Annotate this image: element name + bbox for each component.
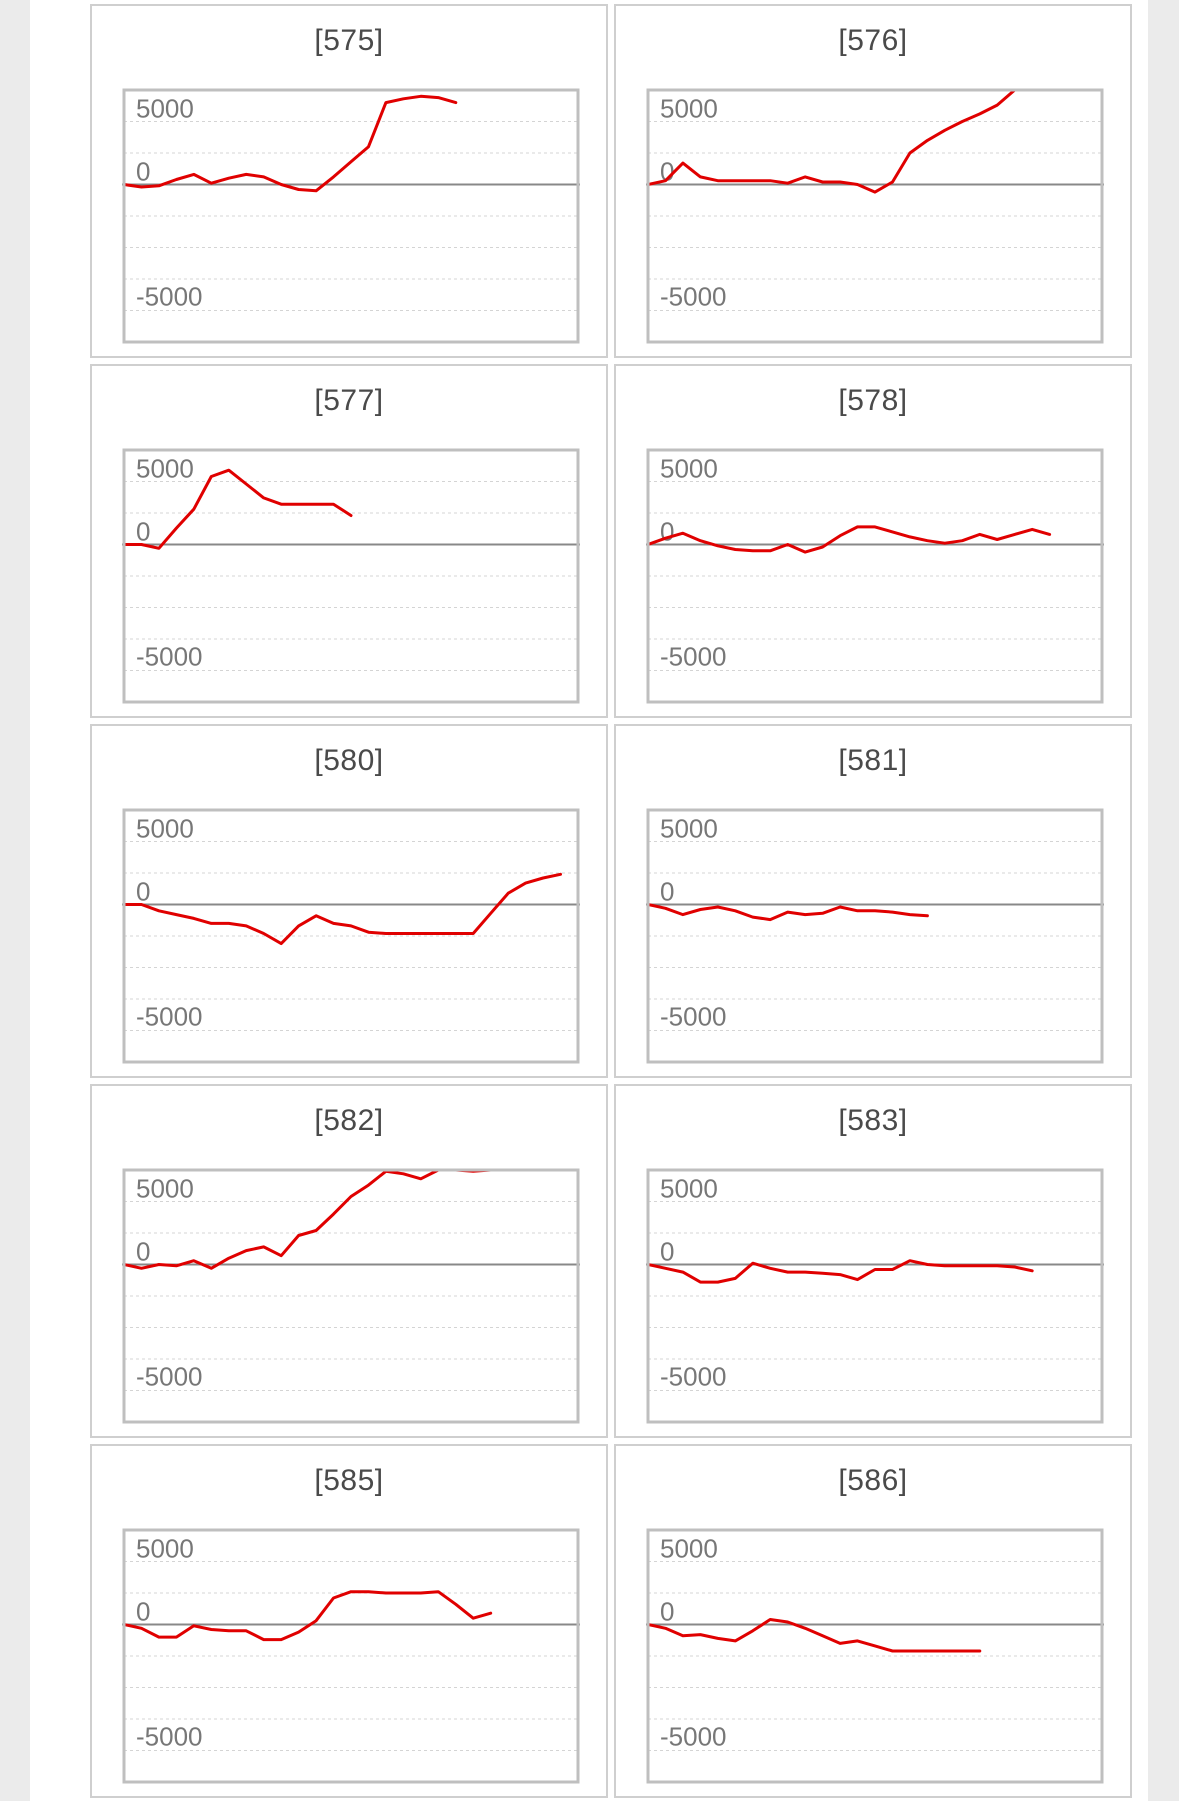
line-chart-svg: 5000 0 -5000 (122, 808, 580, 1064)
y-tick-label: 0 (136, 157, 150, 187)
y-tick-label: -5000 (660, 642, 727, 672)
chart-panel: [586] 5000 0 -5000 (614, 1444, 1132, 1798)
plot-frame (122, 1528, 580, 1784)
series-line (648, 525, 1052, 554)
chart-panel: [582] 5000 0 -5000 (90, 1084, 608, 1438)
series-line (124, 1590, 493, 1642)
series-line (648, 1259, 1034, 1284)
series-line (124, 1170, 578, 1270)
y-tick-label: -5000 (136, 1002, 203, 1032)
y-tick-label: 5000 (136, 454, 194, 484)
line-chart-svg: 5000 0 -5000 (122, 1168, 580, 1424)
line-chart-svg: 5000 0 -5000 (646, 1528, 1104, 1784)
y-tick-label: 0 (136, 517, 150, 547)
chart-panel: [576] 5000 0 -5000 (614, 4, 1132, 358)
y-tick-label: 5000 (660, 94, 718, 124)
y-tick-label: 0 (660, 157, 674, 187)
plot-frame (646, 88, 1104, 344)
line-chart-svg: 5000 0 -5000 (646, 448, 1104, 704)
y-tick-label: 0 (136, 1597, 150, 1627)
chart-title: [586] (838, 1464, 908, 1497)
line-chart-svg: 5000 0 -5000 (122, 88, 580, 344)
series-line (648, 1618, 982, 1653)
y-tick-label: 0 (136, 1237, 150, 1267)
y-tick-label: 5000 (136, 1174, 194, 1204)
plot-frame (646, 1168, 1104, 1424)
y-tick-label: -5000 (136, 1722, 203, 1752)
series-line (648, 903, 929, 922)
plot-frame (646, 448, 1104, 704)
line-chart-svg: 5000 0 -5000 (646, 808, 1104, 1064)
y-tick-label: -5000 (660, 1362, 727, 1392)
chart-panel: [577] 5000 0 -5000 (90, 364, 608, 718)
chart-title: [575] (314, 24, 384, 57)
chart-title: [580] (314, 744, 384, 777)
page-background: [575] 5000 0 -5000 [576] 5000 0 -5000 [577] 5000 0… (30, 0, 1148, 1801)
line-chart-svg: 5000 0 -5000 (122, 448, 580, 704)
chart-panel: [581] 5000 0 -5000 (614, 724, 1132, 1078)
chart-title: [581] (838, 744, 908, 777)
y-tick-label: 5000 (660, 1534, 718, 1564)
y-tick-label: 0 (660, 517, 674, 547)
plot-frame (122, 448, 580, 704)
chart-title: [583] (838, 1104, 908, 1137)
line-chart-svg: 5000 0 -5000 (646, 1168, 1104, 1424)
chart-panel: [575] 5000 0 -5000 (90, 4, 608, 358)
chart-title: [578] (838, 384, 908, 417)
plot-frame (646, 808, 1104, 1064)
chart-title: [582] (314, 1104, 384, 1137)
series-line (648, 90, 1102, 194)
y-tick-label: 0 (660, 1597, 674, 1627)
chart-panel: [578] 5000 0 -5000 (614, 364, 1132, 718)
line-chart-svg: 5000 0 -5000 (646, 88, 1104, 344)
y-tick-label: 5000 (136, 814, 194, 844)
y-tick-label: 5000 (660, 1174, 718, 1204)
plot-frame (646, 1528, 1104, 1784)
chart-title: [577] (314, 384, 384, 417)
plot-frame (122, 1168, 580, 1424)
chart-panel: [583] 5000 0 -5000 (614, 1084, 1132, 1438)
y-tick-label: 0 (136, 877, 150, 907)
plot-frame (122, 88, 580, 344)
plot-frame (122, 808, 580, 1064)
chart-title: [576] (838, 24, 908, 57)
line-chart-svg: 5000 0 -5000 (122, 1528, 580, 1784)
y-tick-label: -5000 (136, 1362, 203, 1392)
y-tick-label: -5000 (136, 642, 203, 672)
y-tick-label: 0 (660, 1237, 674, 1267)
chart-panel: [580] 5000 0 -5000 (90, 724, 608, 1078)
y-tick-label: -5000 (660, 282, 727, 312)
series-line (124, 468, 353, 550)
y-tick-label: 5000 (136, 94, 194, 124)
y-tick-label: -5000 (660, 1002, 727, 1032)
y-tick-label: 0 (660, 877, 674, 907)
y-tick-label: 5000 (660, 814, 718, 844)
series-line (124, 872, 562, 946)
y-tick-label: -5000 (660, 1722, 727, 1752)
y-tick-label: -5000 (136, 282, 203, 312)
chart-grid: [575] 5000 0 -5000 [576] 5000 0 -5000 [577] 5000 0… (90, 4, 1132, 1798)
chart-panel: [585] 5000 0 -5000 (90, 1444, 608, 1798)
chart-title: [585] (314, 1464, 384, 1497)
y-tick-label: 5000 (660, 454, 718, 484)
series-line (124, 94, 458, 193)
y-tick-label: 5000 (136, 1534, 194, 1564)
